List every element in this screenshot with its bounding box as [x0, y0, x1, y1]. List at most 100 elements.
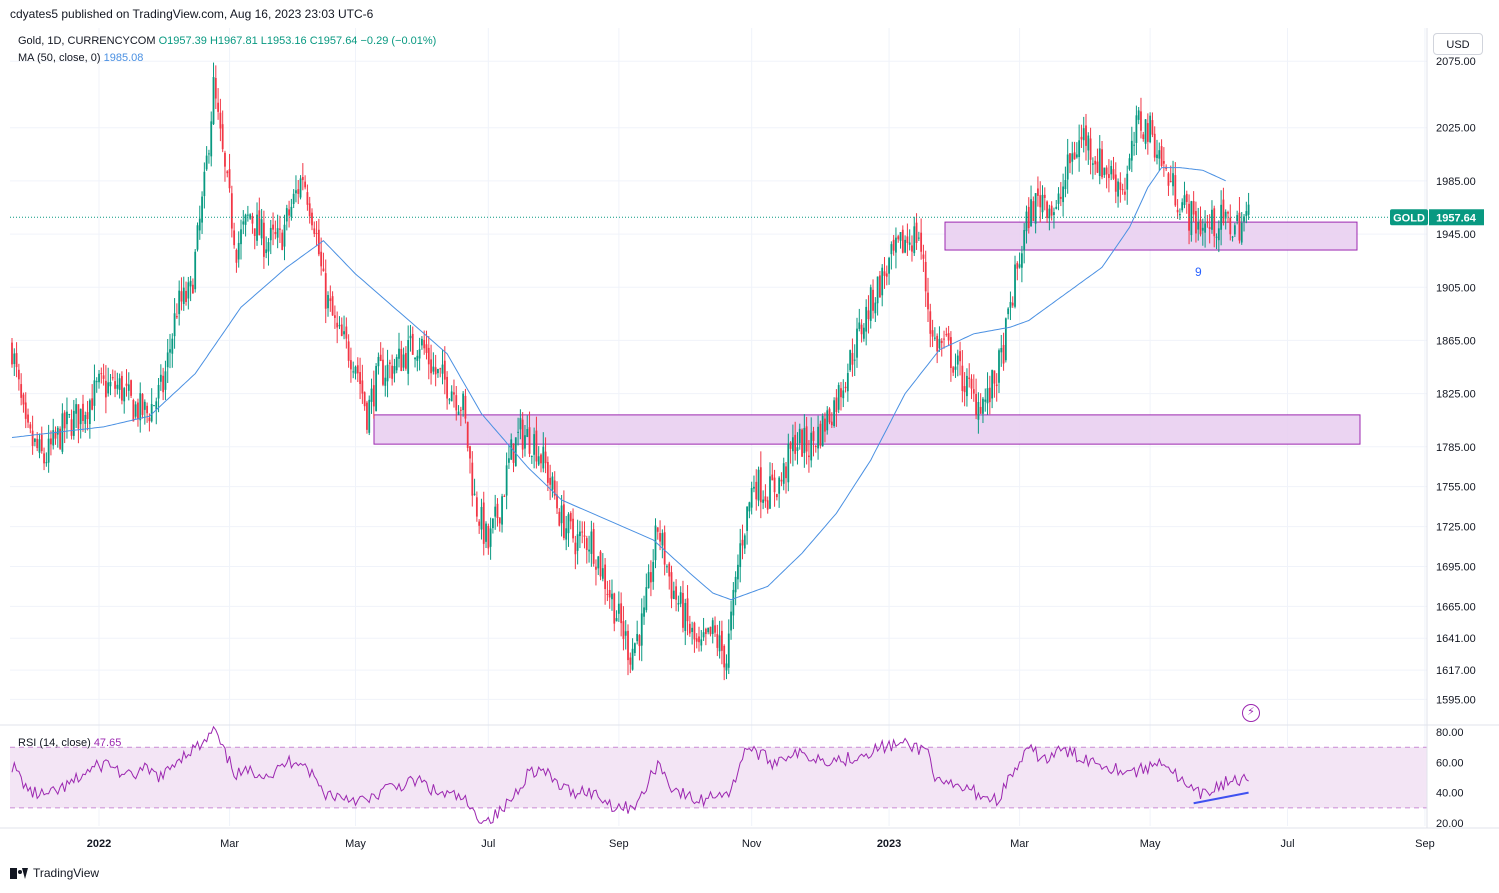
candle-body: [1201, 227, 1204, 231]
candle-body: [1133, 144, 1135, 146]
rsi-tick-label: 40.00: [1436, 788, 1464, 800]
candle-body: [235, 249, 238, 263]
publish-info: cdyates5 published on TradingView.com, A…: [10, 7, 374, 21]
candle-body: [233, 230, 236, 246]
candle-body: [1018, 264, 1021, 268]
candle-body: [1048, 208, 1051, 219]
candle-body: [753, 486, 755, 489]
candle-body: [372, 385, 375, 407]
candle-body: [1055, 206, 1058, 209]
ma-label: MA (50, close, 0): [18, 52, 101, 64]
candle-body: [837, 385, 840, 410]
candle-body: [780, 479, 783, 482]
candle-body: [366, 402, 368, 430]
candle-body: [755, 481, 758, 500]
candle-body: [741, 539, 744, 546]
candle-body: [1243, 216, 1245, 222]
candle-body: [1224, 211, 1227, 219]
symbol-label: Gold, 1D, CURRENCYCOM: [18, 35, 156, 47]
candle-body: [663, 532, 666, 565]
candle-body: [794, 434, 797, 454]
candle-body: [709, 626, 712, 635]
candle-body: [1043, 194, 1046, 198]
last-price-box: [1429, 209, 1484, 226]
candle-body: [407, 340, 410, 374]
candle-body: [22, 394, 25, 405]
currency-button[interactable]: USD: [1433, 33, 1483, 55]
candle-body: [265, 249, 268, 254]
candle-body: [615, 618, 618, 622]
candle-body: [574, 542, 577, 555]
candle-body: [519, 418, 522, 430]
candle-body: [370, 388, 373, 402]
candle-body: [789, 442, 792, 449]
flash-icon[interactable]: ⚡: [1242, 704, 1260, 722]
candle-body: [901, 229, 904, 253]
candle-body: [175, 316, 178, 318]
candle-body: [856, 328, 858, 358]
candle-body: [1236, 215, 1239, 221]
candle-body: [569, 513, 572, 522]
candle-body: [1238, 212, 1241, 241]
candle-body: [1034, 193, 1037, 224]
candle-body: [803, 427, 806, 454]
candle-body: [400, 348, 403, 371]
candle-body: [388, 362, 391, 365]
candle-body: [180, 291, 183, 302]
candle-body: [242, 221, 245, 225]
candle-body: [86, 412, 89, 420]
tradingview-logo[interactable]: TradingView: [10, 866, 99, 880]
time-tick-label: 2023: [877, 838, 901, 850]
candle-body: [421, 338, 423, 346]
candle-body: [79, 408, 82, 425]
candle-body: [620, 603, 623, 624]
candle-body: [1185, 193, 1188, 202]
candle-body: [991, 370, 994, 399]
candle-body: [137, 402, 139, 420]
candle-body: [1011, 302, 1014, 306]
candle-body: [1016, 263, 1019, 269]
candle-body: [448, 399, 451, 401]
candle-body: [1135, 115, 1138, 143]
candle-body: [297, 189, 300, 194]
candle-body: [63, 412, 66, 429]
candle-body: [1020, 253, 1023, 268]
candle-body: [606, 593, 609, 595]
candle-body: [359, 372, 361, 385]
candle-body: [771, 474, 774, 481]
candle-body: [1071, 153, 1074, 162]
candle-body: [556, 494, 558, 509]
rsi-band-fill: [10, 747, 1427, 808]
candle-body: [638, 635, 641, 647]
candle-body: [1009, 301, 1012, 308]
axes: [0, 28, 1499, 829]
candle-body: [75, 404, 78, 414]
candle-body: [704, 628, 707, 635]
candle-body: [814, 446, 817, 448]
price-tick-label: 1695.00: [1436, 561, 1476, 573]
candle-body: [317, 229, 320, 255]
candle-body: [762, 499, 765, 503]
candle-body: [940, 340, 943, 344]
candle-body: [212, 77, 215, 125]
candle-body: [521, 419, 524, 450]
candle-body: [645, 587, 648, 611]
candle-body: [1105, 167, 1108, 175]
candle-body: [70, 419, 73, 436]
candle-body: [1082, 128, 1085, 141]
candle-body: [773, 477, 776, 493]
candle-body: [478, 521, 481, 526]
candle-body: [897, 236, 900, 240]
candle-body: [1064, 180, 1067, 190]
candle-body: [492, 518, 494, 529]
candle-body: [1190, 201, 1193, 236]
candle-body: [1050, 205, 1053, 216]
candle-body: [485, 523, 487, 542]
candlestick-series: [11, 62, 1250, 681]
candle-body: [849, 350, 852, 371]
candle-body: [1227, 212, 1229, 214]
candle-body: [879, 275, 881, 298]
candle-body: [524, 435, 526, 449]
candle-body: [622, 621, 625, 640]
